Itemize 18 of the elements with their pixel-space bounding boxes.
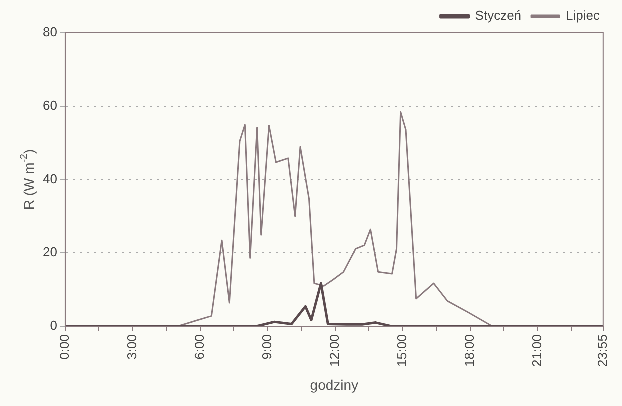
y-tick-label: 60 (42, 98, 58, 113)
x-tick-label: 0:00 (57, 334, 72, 360)
x-tick-label: 18:00 (462, 334, 477, 368)
legend-label: Styczeń (475, 8, 522, 24)
x-tick-label: 6:00 (192, 334, 207, 360)
x-tick-label: 15:00 (394, 334, 410, 368)
y-tick-label: 20 (42, 244, 58, 260)
y-tick-label: 80 (42, 24, 58, 40)
x-tick-label: 23:55 (594, 334, 610, 368)
y-tick-label: 0 (50, 318, 58, 334)
legend-label: Lipiec (566, 8, 600, 24)
x-tick-label: 21:00 (529, 334, 544, 368)
x-tick-label: 9:00 (259, 334, 274, 360)
x-tick-label: 12:00 (326, 334, 342, 368)
y-tick-label: 40 (42, 171, 58, 186)
x-axis-title: godziny (310, 376, 359, 393)
y-axis-title: R (W m-2) (19, 149, 37, 210)
x-tick-label: 3:00 (124, 334, 140, 360)
